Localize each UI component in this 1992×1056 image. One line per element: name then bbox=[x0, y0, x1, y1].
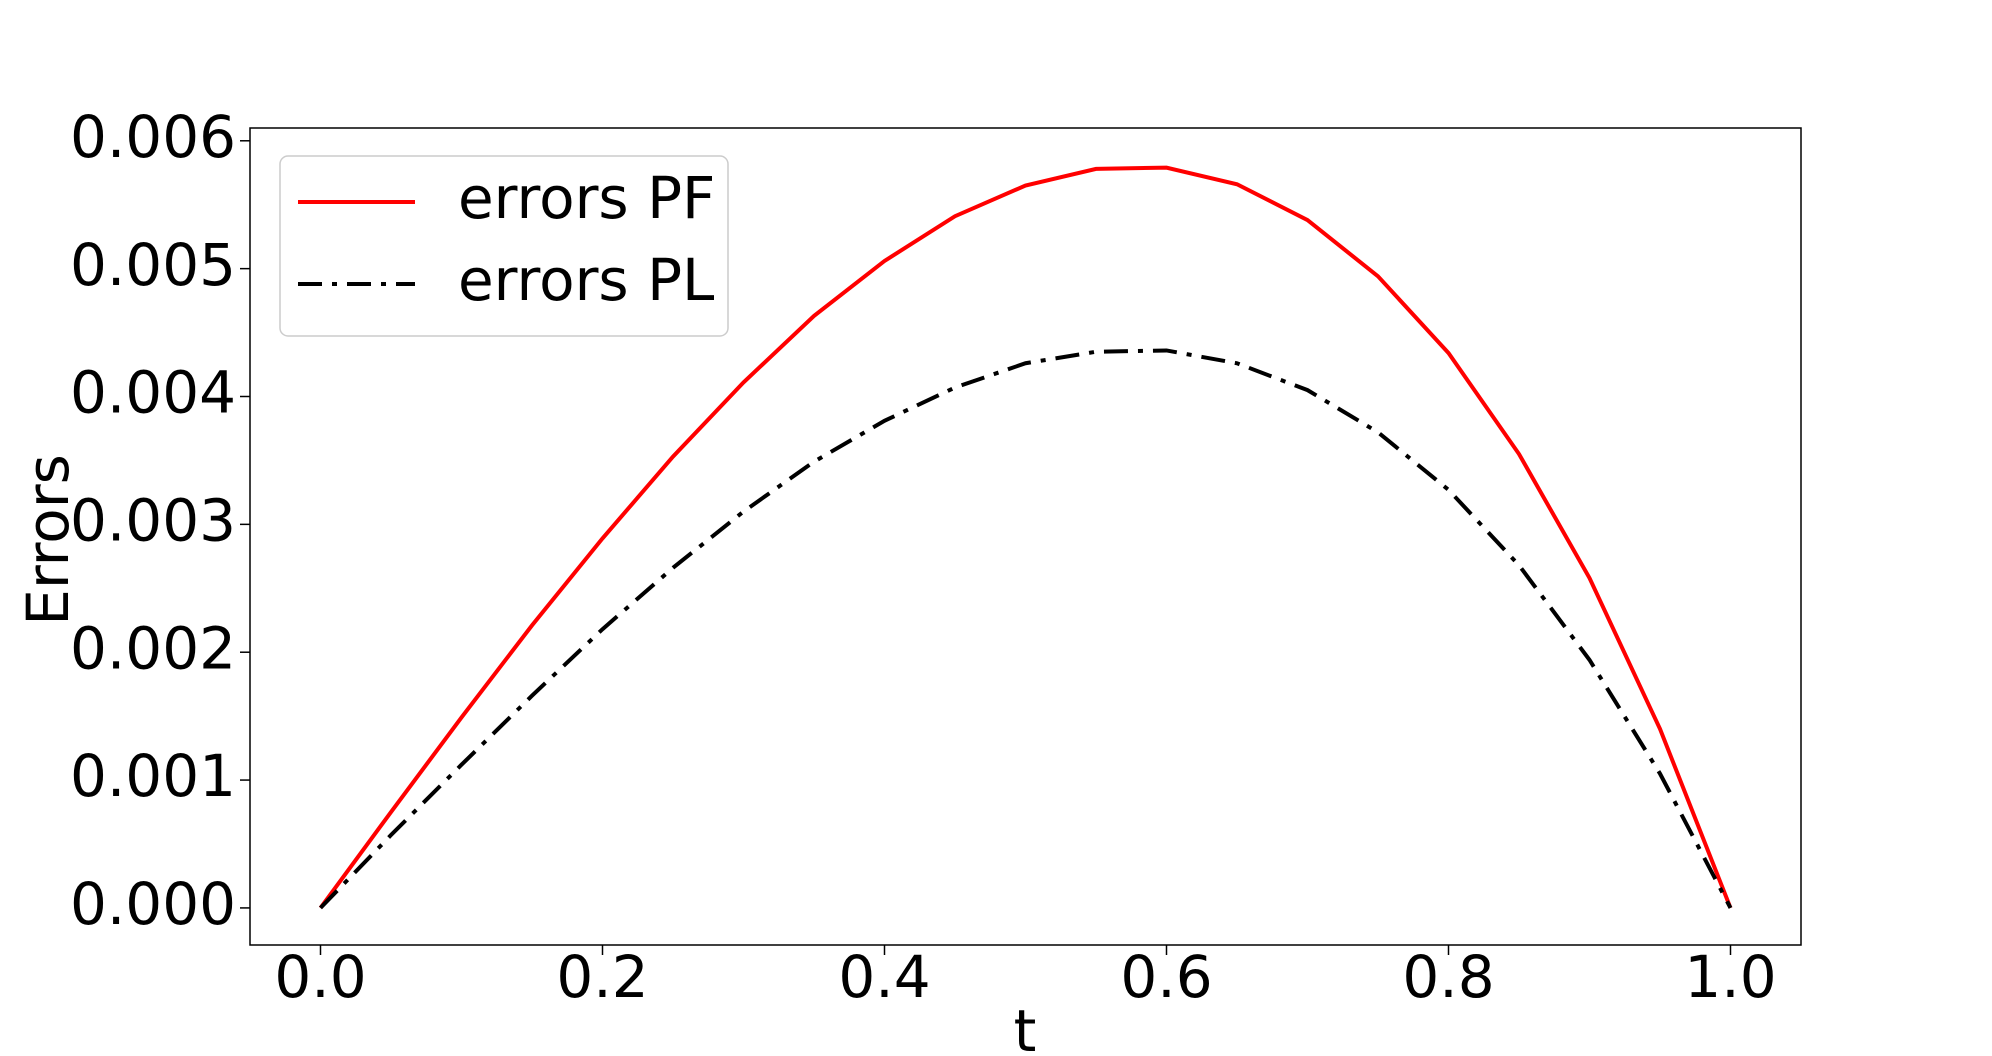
y-tick-label: 0.002 bbox=[70, 614, 236, 682]
x-tick-label: 0.2 bbox=[556, 943, 648, 1011]
y-tick-label: 0.006 bbox=[70, 103, 236, 171]
y-tick-label: 0.001 bbox=[70, 742, 236, 810]
x-axis-label: t bbox=[1014, 997, 1037, 1056]
series-line bbox=[319, 348, 1733, 910]
series-line bbox=[318, 165, 1733, 910]
legend-label: errors PF bbox=[458, 164, 715, 232]
y-tick-label: 0.003 bbox=[70, 486, 236, 554]
x-tick-label: 0.0 bbox=[274, 943, 366, 1011]
legend-label: errors PL bbox=[458, 246, 714, 314]
y-tick-label: 0.000 bbox=[70, 870, 236, 938]
x-tick-label: 0.8 bbox=[1402, 943, 1494, 1011]
x-tick-label: 0.4 bbox=[838, 943, 930, 1011]
x-tick-label: 1.0 bbox=[1684, 943, 1776, 1011]
y-tick-label: 0.004 bbox=[70, 359, 236, 427]
y-tick-label: 0.005 bbox=[70, 231, 236, 299]
y-axis-label: Errors bbox=[14, 454, 82, 626]
axes-frame bbox=[249, 127, 1802, 946]
x-tick-label: 0.6 bbox=[1120, 943, 1212, 1011]
